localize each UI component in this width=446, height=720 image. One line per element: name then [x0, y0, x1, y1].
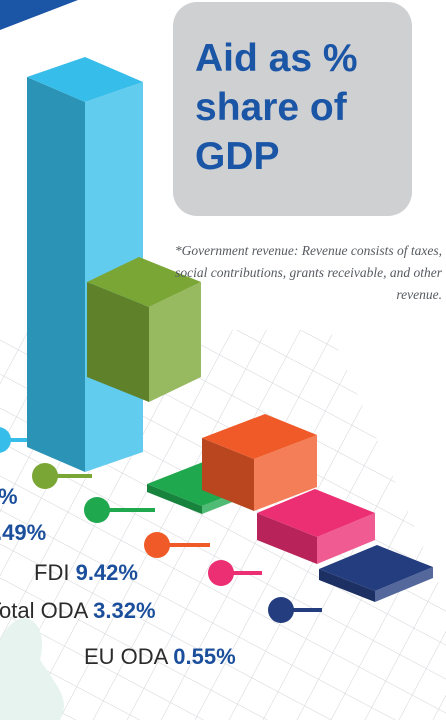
chart-title: Aid as % share of GDP: [195, 37, 358, 178]
bar-3-left-face: [147, 484, 202, 514]
bar-label-fdi: FDI 9.42%: [34, 560, 138, 586]
bar-5: [257, 489, 375, 564]
title-box: Aid as % share of GDP: [173, 2, 412, 216]
bar-4-right-face: [254, 435, 317, 511]
bar-value-eu-oda: 0.55%: [173, 644, 236, 669]
bar-6: [319, 545, 433, 602]
bar-4: [202, 414, 317, 511]
bar-5-top-face: [257, 489, 375, 537]
bar-2-top-face: [87, 257, 201, 307]
bar-label-3: .49%: [0, 520, 46, 546]
bar-4-left-face: [202, 438, 254, 511]
bar-4-top-face: [202, 414, 317, 459]
bar-category-total-oda: Total ODA: [0, 598, 88, 623]
bar-6-right-face: [375, 567, 433, 602]
bar-category-fdi: FDI: [34, 560, 70, 585]
background-silhouette: [0, 618, 64, 720]
bar-1-left-face: [27, 77, 85, 472]
connector-dot-5: [208, 560, 234, 586]
bar-2-right-face: [149, 282, 201, 402]
bar-2-left-face: [87, 282, 149, 402]
footnote: *Government revenue: Revenue consists of…: [174, 243, 442, 302]
bar-label-eu-oda: EU ODA 0.55%: [84, 644, 236, 670]
bar-label-total-oda: Total ODA 3.32%: [0, 598, 156, 624]
bar-label-2: %: [0, 484, 18, 510]
connector-dot-3: [84, 497, 110, 523]
connector-dot-6: [268, 597, 294, 623]
bar-2: [87, 257, 201, 402]
bar-value-2: %: [0, 484, 18, 509]
bar-6-top-face: [319, 545, 433, 591]
bar-6-left-face: [319, 569, 375, 602]
bar-category-eu-oda: EU ODA: [84, 644, 168, 669]
bar-value-3: .49%: [0, 520, 47, 545]
bar-5-right-face: [317, 513, 375, 564]
bar-value-total-oda: 3.32%: [93, 598, 156, 623]
bar-1-top-face: [27, 57, 143, 102]
connector-dot-4: [144, 532, 170, 558]
connector-dot-2: [32, 463, 58, 489]
connector-dot-1: [0, 427, 11, 453]
bar-5-left-face: [257, 513, 317, 564]
bar-value-fdi: 9.42%: [75, 560, 138, 585]
corner-banner: [0, 0, 78, 30]
